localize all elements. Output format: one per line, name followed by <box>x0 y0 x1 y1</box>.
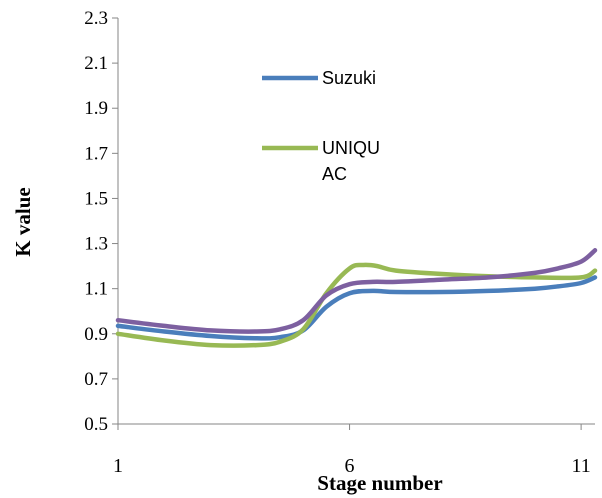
y-tick-label: 0.7 <box>84 369 108 390</box>
y-tick-label: 1.1 <box>84 279 108 300</box>
axes <box>117 18 595 425</box>
y-tick-label: 0.9 <box>84 324 108 345</box>
legend-label-2: UNIQU <box>322 138 380 158</box>
y-tick-label: 2.1 <box>84 53 108 74</box>
y-tick-label: 2.3 <box>84 8 108 29</box>
y-tick-label: 1.7 <box>84 143 108 164</box>
y-axis-ticks: 0.5 0.7 0.9 1.1 1.3 1.5 1.7 1.9 2.1 2.3 <box>84 8 118 435</box>
x-axis-ticks: 1 6 11 <box>113 424 591 477</box>
y-tick-label: 1.3 <box>84 234 108 255</box>
y-axis-title: K value <box>11 187 35 256</box>
series-line-1 <box>115 275 598 341</box>
y-tick-label: 0.5 <box>84 414 108 435</box>
legend: Suzuki UNIQU AC <box>262 68 380 184</box>
x-tick-label: 6 <box>345 455 355 477</box>
x-tick-label: 1 <box>113 455 123 477</box>
y-tick-label: 1.9 <box>84 98 108 119</box>
series-line-3 <box>115 248 598 334</box>
x-axis-title: Stage number <box>317 471 442 495</box>
y-tick-label: 1.5 <box>84 188 108 209</box>
legend-label-1: Suzuki <box>322 68 376 88</box>
x-tick-label: 11 <box>571 455 590 477</box>
legend-label-2: AC <box>322 164 347 184</box>
series-lines <box>115 248 598 348</box>
